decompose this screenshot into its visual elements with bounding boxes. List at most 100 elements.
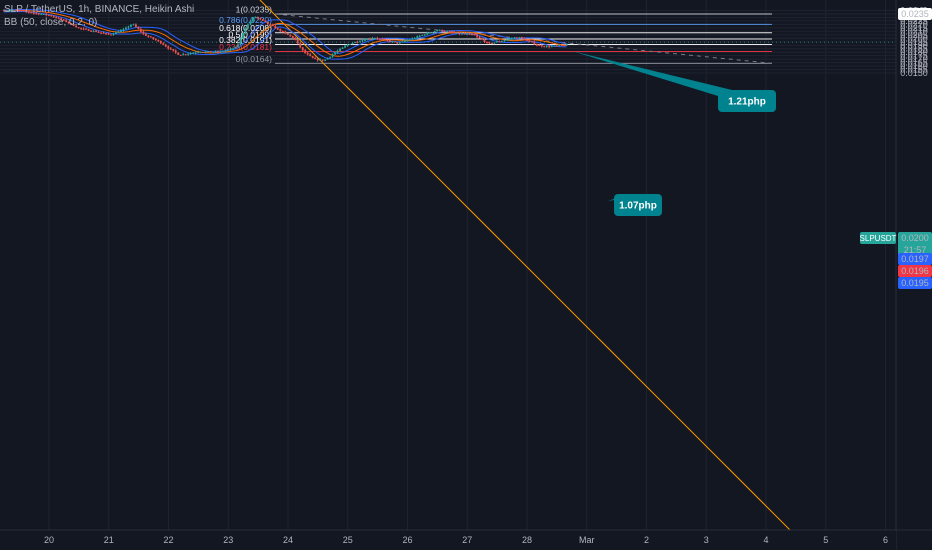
candle [311, 55, 314, 59]
candle-body [10, 10, 13, 12]
candle [274, 25, 277, 29]
bb-basis-tag[interactable]: 0.0196 [898, 265, 932, 277]
candle-body [80, 27, 83, 29]
candle [381, 37, 384, 41]
candle-body [177, 52, 180, 55]
candle-body [107, 33, 110, 35]
candle-body [309, 54, 312, 57]
candle [289, 34, 292, 38]
candle-body [321, 59, 324, 61]
indicator-legend[interactable]: BB (50, close, 0.2, 0) [4, 17, 98, 28]
bb-lower-tag[interactable]: 0.0195 [898, 277, 932, 289]
candle [520, 36, 523, 39]
candle [137, 26, 140, 30]
candle [129, 24, 132, 28]
candle-body [92, 30, 95, 32]
candle-body [396, 41, 399, 44]
callout[interactable]: 1.07php [608, 194, 662, 216]
candle-body [35, 13, 38, 15]
candle-body [194, 52, 197, 54]
candle-body [159, 40, 162, 44]
candle-body [82, 28, 85, 30]
candle [127, 25, 130, 30]
candle-body [458, 32, 461, 34]
callout-box[interactable] [718, 90, 776, 112]
candle-body [289, 34, 292, 37]
candle [351, 42, 354, 45]
candle [30, 12, 33, 14]
candle [192, 52, 195, 54]
candle-body [403, 41, 406, 43]
time-axis[interactable]: 20 21 22 23 24 25 26 27 28 Mar 2 3 4 5 6 [0, 529, 932, 550]
candle-body [174, 50, 177, 53]
candle [269, 23, 272, 25]
candle-body [224, 50, 227, 52]
candle [356, 40, 359, 44]
callout[interactable]: 1.21php [572, 51, 776, 112]
candle [548, 44, 551, 49]
candle [448, 30, 451, 33]
candle-body [234, 47, 237, 49]
candle-body [388, 40, 391, 42]
bb-upper-tag[interactable]: 0.0197 [898, 253, 932, 265]
callouts[interactable]: 1.21php 1.07php [572, 51, 776, 216]
candle-body [286, 33, 289, 35]
candle [486, 41, 488, 44]
candle [162, 42, 165, 46]
candle [232, 47, 234, 51]
candle [224, 49, 227, 53]
candle [306, 51, 309, 56]
price-tick: 0.0195 [900, 37, 928, 47]
candle-body [393, 41, 396, 43]
candle [174, 49, 177, 54]
price-axis[interactable]: USDT0.01500.01550.01600.01650.01700.0175… [860, 0, 932, 550]
candle [209, 51, 212, 53]
candle [364, 38, 366, 42]
candle-body [232, 48, 234, 50]
candle-body [461, 33, 464, 35]
candle-body [30, 12, 33, 14]
candle [398, 41, 401, 45]
candle-body [378, 38, 381, 40]
bb-basis-tag-text: 0.0196 [901, 266, 929, 276]
candle-body [550, 46, 553, 48]
candle [341, 47, 344, 49]
candle-body [565, 44, 568, 46]
candle-body [12, 10, 15, 12]
candle [77, 27, 80, 29]
price-tick: 0.0200 [900, 33, 928, 43]
fib-top-tag[interactable]: 0.0235 [898, 7, 932, 20]
symbol-title[interactable]: SLP / TetherUS, 1h, BINANCE, Heikin Ashi [4, 4, 195, 15]
candle [309, 53, 312, 57]
candle-body [259, 18, 262, 20]
candle-body [134, 24, 137, 27]
candle-body [197, 52, 200, 54]
candle-body [202, 52, 205, 54]
trendlines[interactable] [258, 0, 809, 549]
candle [57, 17, 60, 20]
candle [354, 41, 356, 44]
candle [107, 32, 110, 35]
descending-trendline[interactable] [258, 0, 809, 549]
candle-body [448, 31, 451, 33]
candle [147, 34, 150, 38]
candle [299, 41, 302, 49]
symbol-tag[interactable]: SLPUSDT [860, 232, 897, 244]
candle-body [192, 52, 195, 54]
candle [416, 35, 419, 39]
candle-body [142, 31, 145, 34]
candle-body [545, 46, 548, 48]
time-tick: 21 [104, 535, 114, 545]
candle-body [266, 21, 269, 24]
candle-body [37, 13, 40, 15]
candle-body [55, 16, 58, 19]
candle-body [15, 10, 18, 12]
callout-box[interactable] [614, 194, 662, 216]
candle-body [443, 31, 446, 33]
candle [401, 40, 404, 43]
candle-body [50, 15, 53, 17]
candle-body [446, 31, 449, 33]
candle-body [359, 41, 361, 43]
last-price-tag[interactable]: 0.0200 21:57 [898, 232, 932, 256]
